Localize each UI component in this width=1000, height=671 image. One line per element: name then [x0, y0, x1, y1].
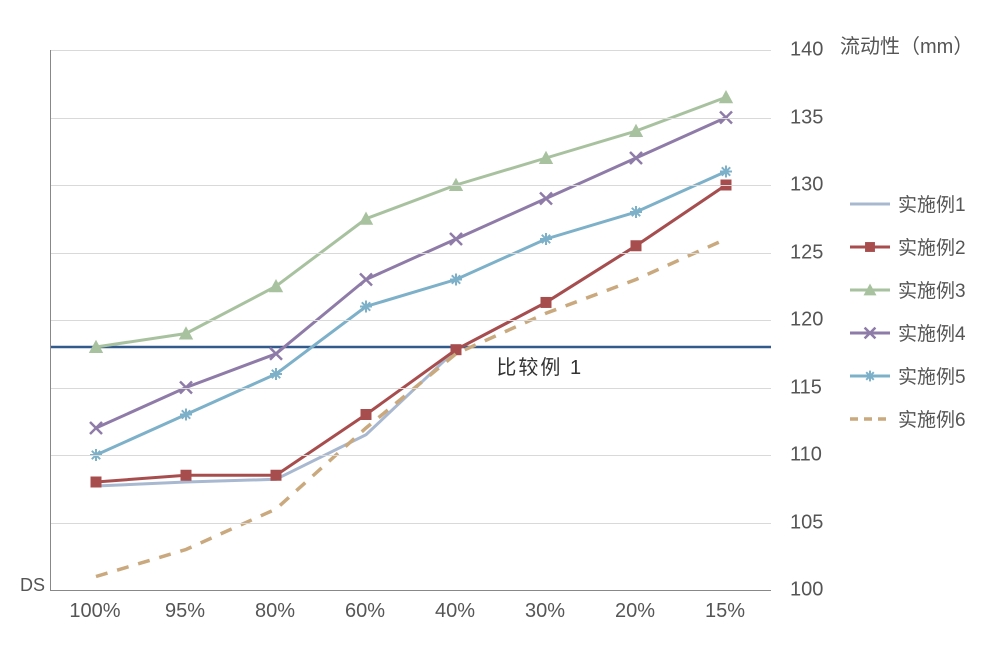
legend-label: 实施例4 [898, 319, 966, 346]
y-tick-label: 130 [790, 174, 823, 197]
y-tick-label: 140 [790, 39, 823, 62]
legend-swatch [850, 195, 890, 213]
legend-swatch [850, 281, 890, 299]
y-tick-label: 135 [790, 106, 823, 129]
gridline [51, 523, 771, 524]
x-tick-label: 15% [705, 600, 745, 623]
legend-swatch [850, 367, 890, 385]
legend-swatch [850, 238, 890, 256]
legend-swatch [850, 410, 890, 428]
y-tick-label: 125 [790, 241, 823, 264]
x-tick-label: 40% [435, 600, 475, 623]
y-axis-title: 流动性（mm） [840, 30, 973, 59]
legend-item: 实施例1 [850, 190, 966, 217]
x-tick-label: 100% [69, 600, 120, 623]
y-tick-label: 115 [790, 376, 822, 399]
x-tick-label: 20% [615, 600, 655, 623]
series-实施例6 [96, 239, 726, 577]
gridline [51, 50, 771, 51]
series-实施例4 [90, 112, 732, 435]
y-tick-label: 105 [790, 511, 823, 534]
x-tick-label: 80% [255, 600, 295, 623]
legend-label: 实施例3 [898, 276, 966, 303]
legend-item: 实施例6 [850, 405, 966, 432]
gridline [51, 118, 771, 119]
x-tick-label: 30% [525, 600, 565, 623]
reference-line-label: 比较例 1 [496, 351, 583, 380]
legend-label: 实施例1 [898, 190, 966, 217]
legend-item: 实施例4 [850, 319, 966, 346]
legend-label: 实施例6 [898, 405, 966, 432]
legend-label: 实施例5 [898, 362, 966, 389]
y-tick-label: 110 [790, 444, 822, 467]
x-tick-label: 60% [345, 600, 385, 623]
y-tick-label: 100 [790, 579, 823, 602]
legend-label: 实施例2 [898, 233, 966, 260]
legend-item: 实施例5 [850, 362, 966, 389]
gridline [51, 253, 771, 254]
gridline [51, 388, 771, 389]
gridline [51, 185, 771, 186]
x-tick-label: 95% [165, 600, 205, 623]
x-axis-title: DS [20, 575, 45, 596]
series-实施例3 [89, 90, 733, 353]
legend-item: 实施例3 [850, 276, 966, 303]
series-实施例5 [90, 166, 732, 462]
gridline [51, 455, 771, 456]
legend: 实施例1 实施例2 实施例3 实施例4 实施例5 实施例6 [850, 190, 966, 432]
legend-item: 实施例2 [850, 233, 966, 260]
gridline [51, 320, 771, 321]
plot-area [50, 50, 771, 591]
legend-swatch [850, 324, 890, 342]
y-tick-label: 120 [790, 309, 823, 332]
chart-container: 流动性（mm） DS 比较例 1 实施例1实施例2实施例3实施例4实施例5实施例… [20, 20, 980, 651]
